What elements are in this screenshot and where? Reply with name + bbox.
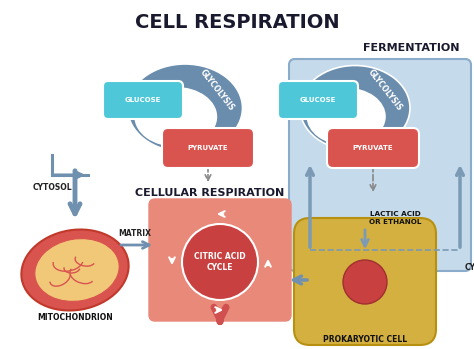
Text: GLYCOLYSIS: GLYCOLYSIS	[366, 67, 404, 112]
Text: PROKARYOTIC CELL: PROKARYOTIC CELL	[323, 335, 407, 344]
Text: GLUCOSE: GLUCOSE	[125, 97, 161, 103]
Text: PYRUVATE: PYRUVATE	[188, 145, 228, 151]
Text: GLYCOLYSIS: GLYCOLYSIS	[198, 67, 236, 112]
Text: CELL RESPIRATION: CELL RESPIRATION	[135, 13, 339, 31]
Text: FERMENTATION: FERMENTATION	[364, 43, 460, 53]
Ellipse shape	[300, 66, 410, 150]
Ellipse shape	[307, 88, 386, 146]
Text: CYTOSOL: CYTOSOL	[32, 184, 72, 193]
Ellipse shape	[21, 230, 128, 311]
Circle shape	[343, 260, 387, 304]
Text: PYRUVATE: PYRUVATE	[353, 145, 393, 151]
Text: CITRIC ACID
CYCLE: CITRIC ACID CYCLE	[194, 252, 246, 272]
Circle shape	[182, 224, 258, 300]
FancyBboxPatch shape	[162, 128, 254, 168]
Text: CYTOSOL: CYTOSOL	[465, 263, 474, 273]
Ellipse shape	[135, 87, 217, 147]
Ellipse shape	[128, 64, 243, 152]
FancyBboxPatch shape	[103, 81, 183, 119]
Text: CELLULAR RESPIRATION: CELLULAR RESPIRATION	[136, 188, 284, 198]
FancyBboxPatch shape	[327, 128, 419, 168]
Text: GLUCOSE: GLUCOSE	[300, 97, 336, 103]
Text: LACTIC ACID
OR ETHANOL: LACTIC ACID OR ETHANOL	[369, 211, 421, 225]
FancyBboxPatch shape	[149, 199, 291, 321]
FancyBboxPatch shape	[289, 59, 471, 271]
FancyBboxPatch shape	[294, 218, 436, 345]
Text: MITOCHONDRION: MITOCHONDRION	[37, 313, 113, 322]
Text: MATRIX: MATRIX	[118, 229, 151, 238]
FancyBboxPatch shape	[278, 81, 358, 119]
Ellipse shape	[35, 239, 119, 302]
